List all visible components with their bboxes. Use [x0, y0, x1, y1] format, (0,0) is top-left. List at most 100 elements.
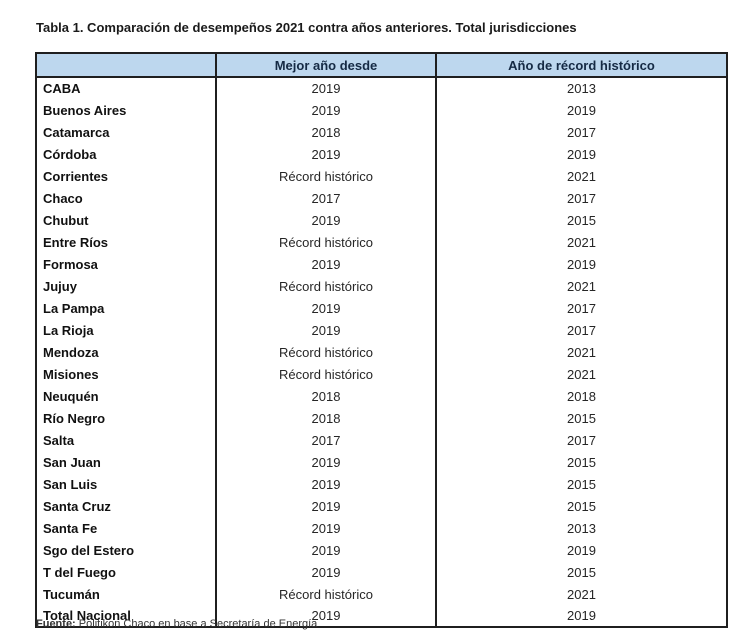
record-historico-cell: 2021 — [435, 341, 728, 363]
jurisdiction-cell: La Rioja — [35, 319, 217, 341]
record-historico-cell: 2017 — [435, 319, 728, 341]
record-historico-cell: 2017 — [435, 429, 728, 451]
jurisdiction-cell: Formosa — [35, 253, 217, 275]
header-cell-mejor-ano: Mejor año desde — [215, 52, 437, 78]
record-historico-cell: 2021 — [435, 363, 728, 385]
table-body: CABA 2019 2013 Buenos Aires 2019 2019 Catamarc… — [35, 77, 728, 627]
mejor-ano-cell: 2018 — [215, 385, 437, 407]
mejor-ano-cell: 2019 — [215, 473, 437, 495]
jurisdiction-cell: Río Negro — [35, 407, 217, 429]
mejor-ano-cell: 2019 — [215, 517, 437, 539]
jurisdiction-cell: Mendoza — [35, 341, 217, 363]
header-row: Mejor año desde Año de récord histórico — [35, 52, 728, 78]
jurisdiction-cell: Buenos Aires — [35, 99, 217, 121]
jurisdiction-cell: Chaco — [35, 187, 217, 209]
table-row: Formosa 2019 2019 — [35, 253, 728, 275]
table-row: Corrientes Récord histórico 2021 — [35, 165, 728, 187]
table-row: La Rioja 2019 2017 — [35, 319, 728, 341]
mejor-ano-cell: 2019 — [215, 561, 437, 583]
record-historico-cell: 2019 — [435, 99, 728, 121]
jurisdiction-cell: Tucumán — [35, 583, 217, 605]
record-historico-cell: 2019 — [435, 605, 728, 627]
mejor-ano-cell: 2019 — [215, 143, 437, 165]
mejor-ano-cell: 2019 — [215, 99, 437, 121]
table-row: Chubut 2019 2015 — [35, 209, 728, 231]
mejor-ano-cell: Récord histórico — [215, 275, 437, 297]
record-historico-cell: 2015 — [435, 495, 728, 517]
mejor-ano-cell: Récord histórico — [215, 165, 437, 187]
mejor-ano-cell: 2019 — [215, 209, 437, 231]
jurisdiction-cell: Córdoba — [35, 143, 217, 165]
jurisdiction-cell: La Pampa — [35, 297, 217, 319]
table-row: Neuquén 2018 2018 — [35, 385, 728, 407]
mejor-ano-cell: 2017 — [215, 429, 437, 451]
mejor-ano-cell: Récord histórico — [215, 363, 437, 385]
mejor-ano-cell: 2019 — [215, 539, 437, 561]
mejor-ano-cell: 2019 — [215, 605, 437, 627]
table-row: Tucumán Récord histórico 2021 — [35, 583, 728, 605]
record-historico-cell: 2013 — [435, 77, 728, 99]
table-row: La Pampa 2019 2017 — [35, 297, 728, 319]
jurisdiction-cell: Corrientes — [35, 165, 217, 187]
record-historico-cell: 2021 — [435, 583, 728, 605]
table-row: Total Nacional 2019 2019 — [35, 605, 728, 627]
table-row: Misiones Récord histórico 2021 — [35, 363, 728, 385]
record-historico-cell: 2015 — [435, 451, 728, 473]
table-row: T del Fuego 2019 2015 — [35, 561, 728, 583]
table-row: Jujuy Récord histórico 2021 — [35, 275, 728, 297]
jurisdiction-cell: San Juan — [35, 451, 217, 473]
table-row: Sgo del Estero 2019 2019 — [35, 539, 728, 561]
table-row: Río Negro 2018 2015 — [35, 407, 728, 429]
jurisdiction-cell: San Luis — [35, 473, 217, 495]
mejor-ano-cell: Récord histórico — [215, 231, 437, 253]
mejor-ano-cell: 2019 — [215, 253, 437, 275]
table-row: Salta 2017 2017 — [35, 429, 728, 451]
mejor-ano-cell: Récord histórico — [215, 341, 437, 363]
record-historico-cell: 2021 — [435, 165, 728, 187]
table-row: CABA 2019 2013 — [35, 77, 728, 99]
table-row: Buenos Aires 2019 2019 — [35, 99, 728, 121]
jurisdiction-cell: Entre Ríos — [35, 231, 217, 253]
table-row: Entre Ríos Récord histórico 2021 — [35, 231, 728, 253]
record-historico-cell: 2015 — [435, 209, 728, 231]
table-row: Santa Cruz 2019 2015 — [35, 495, 728, 517]
mejor-ano-cell: 2018 — [215, 121, 437, 143]
record-historico-cell: 2017 — [435, 297, 728, 319]
mejor-ano-cell: 2019 — [215, 451, 437, 473]
record-historico-cell: 2017 — [435, 121, 728, 143]
source-text: Politikon Chaco en base a Secretaría de … — [75, 618, 318, 630]
record-historico-cell: 2013 — [435, 517, 728, 539]
mejor-ano-cell: 2019 — [215, 319, 437, 341]
jurisdiction-cell: T del Fuego — [35, 561, 217, 583]
record-historico-cell: 2021 — [435, 231, 728, 253]
jurisdiction-cell: Salta — [35, 429, 217, 451]
source-label: Fuente: — [36, 618, 76, 630]
comparison-table: Mejor año desde Año de récord histórico … — [35, 52, 728, 628]
record-historico-cell: 2018 — [435, 385, 728, 407]
jurisdiction-cell: Misiones — [35, 363, 217, 385]
jurisdiction-cell: Sgo del Estero — [35, 539, 217, 561]
jurisdiction-cell: Santa Cruz — [35, 495, 217, 517]
jurisdiction-cell: Neuquén — [35, 385, 217, 407]
table-header: Mejor año desde Año de récord histórico — [35, 52, 728, 78]
mejor-ano-cell: Récord histórico — [215, 583, 437, 605]
record-historico-cell: 2019 — [435, 539, 728, 561]
jurisdiction-cell: Catamarca — [35, 121, 217, 143]
mejor-ano-cell: 2017 — [215, 187, 437, 209]
mejor-ano-cell: 2018 — [215, 407, 437, 429]
mejor-ano-cell: 2019 — [215, 495, 437, 517]
record-historico-cell: 2019 — [435, 253, 728, 275]
table-title: Tabla 1. Comparación de desempeños 2021 … — [36, 20, 577, 35]
header-cell-jurisdiction — [35, 52, 217, 78]
record-historico-cell: 2021 — [435, 275, 728, 297]
table-row: San Juan 2019 2015 — [35, 451, 728, 473]
table-row: Córdoba 2019 2019 — [35, 143, 728, 165]
jurisdiction-cell: Chubut — [35, 209, 217, 231]
record-historico-cell: 2019 — [435, 143, 728, 165]
source-note: Fuente: Politikon Chaco en base a Secret… — [36, 618, 317, 630]
record-historico-cell: 2015 — [435, 473, 728, 495]
header-cell-record-historico: Año de récord histórico — [435, 52, 728, 78]
jurisdiction-cell: Jujuy — [35, 275, 217, 297]
record-historico-cell: 2015 — [435, 561, 728, 583]
